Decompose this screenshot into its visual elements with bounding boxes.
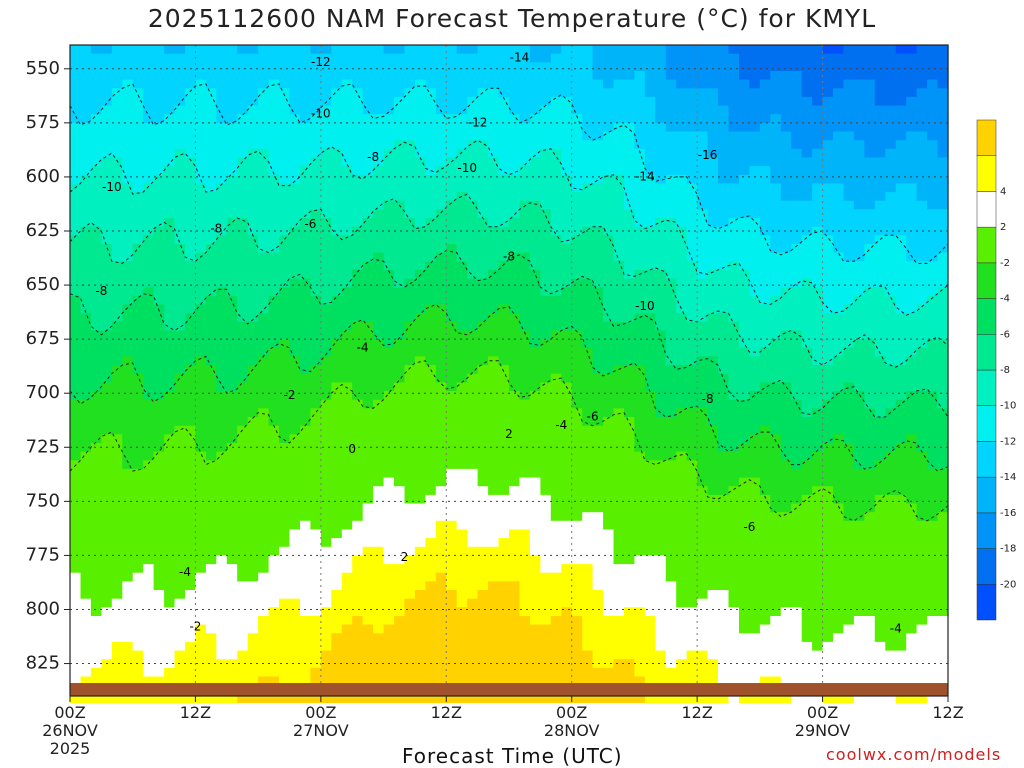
plot-border — [69, 44, 949, 697]
contour-label: -16 — [698, 148, 718, 162]
y-tick-label: 775 — [26, 544, 60, 565]
contour-label: -4 — [555, 418, 567, 432]
y-tick-label: 600 — [26, 166, 60, 187]
x-tick-label: 00Z — [54, 703, 85, 722]
y-tick-label: 650 — [26, 274, 60, 295]
ground-layer — [70, 683, 948, 696]
x-tick-label: 12Z — [932, 703, 963, 722]
contour-label: -14 — [510, 50, 530, 64]
contour-line — [69, 83, 949, 264]
colorbar-swatch — [976, 155, 997, 192]
temperature-fill-layer — [70, 45, 949, 704]
colorbar-label: -18 — [1000, 544, 1016, 555]
colorbar-label: -16 — [1000, 508, 1016, 519]
y-tick-label: 675 — [26, 328, 60, 349]
colorbar-label: -2 — [1000, 258, 1010, 269]
x-tick-date: 29NOV — [795, 721, 851, 740]
colorbar-label: -14 — [1000, 472, 1016, 483]
colorbar-label: 4 — [1000, 186, 1006, 197]
colorbar-label: -12 — [1000, 436, 1016, 447]
x-tick-label: 00Z — [807, 703, 838, 722]
contour-line — [69, 360, 949, 522]
contour-line — [69, 193, 949, 368]
colorbar-swatch — [976, 369, 997, 406]
contour-label: -6 — [304, 217, 316, 231]
colorbar-label: -10 — [1000, 401, 1016, 412]
contour-label: -14 — [635, 169, 655, 183]
y-tick-label: 725 — [26, 436, 60, 457]
colorbar-swatch — [976, 584, 997, 621]
colorbar-label: 2 — [1000, 222, 1006, 233]
chart-title: 2025112600 NAM Forecast Temperature (°C)… — [147, 4, 877, 33]
colorbar-swatch — [976, 441, 997, 478]
contour-label: -8 — [503, 249, 515, 263]
y-tick-label: 575 — [26, 112, 60, 133]
x-tick-date: 26NOV — [42, 721, 98, 740]
contour-line — [69, 303, 949, 472]
colorbar-swatch — [976, 119, 997, 156]
contour-label: -10 — [311, 107, 331, 121]
y-tick-label: 750 — [26, 490, 60, 511]
y-axis: 550 575 600 625 650 675 700 725 750 775 800 825 — [26, 58, 70, 674]
contour-label: 2 — [505, 427, 513, 441]
colorbar-swatch — [976, 191, 997, 228]
colorbar-swatch — [976, 334, 997, 371]
colorbar-swatch — [976, 548, 997, 585]
ground-layer-fill — [70, 683, 948, 696]
y-tick-label: 700 — [26, 382, 60, 403]
x-tick-label: 12Z — [431, 703, 462, 722]
x-tick-date: 28NOV — [544, 721, 600, 740]
plot-frame — [69, 44, 949, 697]
y-tick-label: 550 — [26, 58, 60, 79]
x-axis-label: Forecast Time (UTC) — [402, 744, 623, 768]
y-tick-label: 625 — [26, 220, 60, 241]
contour-label: -6 — [587, 410, 599, 424]
contour-label: -12 — [311, 55, 331, 69]
contour-label: -10 — [635, 299, 655, 313]
colorbar-swatch — [976, 476, 997, 514]
colorbar-label: -8 — [1000, 365, 1010, 376]
contour-label: -4 — [179, 565, 191, 579]
contour-label: -8 — [210, 221, 222, 235]
colorbar-swatch — [976, 512, 997, 549]
x-tick-label: 00Z — [556, 703, 587, 722]
x-tick-label: 12Z — [681, 703, 712, 722]
contour-label: -12 — [468, 115, 488, 129]
x-tick-date: 27NOV — [293, 721, 349, 740]
contour-label: -2 — [189, 619, 201, 633]
y-tick-label: 825 — [26, 653, 60, 674]
contour-label: -2 — [284, 388, 296, 402]
contour-line-layer — [69, 83, 949, 522]
y-tick-label: 800 — [26, 598, 60, 619]
credit-text: coolwx.com/models — [826, 745, 1002, 764]
x-tick-label: 12Z — [180, 703, 211, 722]
colorbar-swatch — [976, 405, 997, 442]
contour-label: -8 — [95, 284, 107, 298]
colorbar-label: -20 — [1000, 579, 1016, 590]
contour-label: -4 — [890, 621, 902, 635]
contour-label: -8 — [702, 392, 714, 406]
contour-line — [69, 249, 949, 418]
contour-line — [69, 139, 949, 316]
colorbar-swatch — [976, 298, 997, 335]
contour-label: -10 — [457, 161, 477, 175]
contour-label: -6 — [743, 520, 755, 534]
contour-label: -8 — [367, 150, 379, 164]
contour-label: -10 — [102, 180, 122, 194]
colorbar-swatch — [976, 226, 997, 264]
colorbar-label: -4 — [1000, 294, 1010, 305]
contour-label-layer: -12 -14 -10 -10 -12 -8 -10 -16 -14 -8 -6 -8 -8 -10 -4 -… — [95, 50, 901, 635]
contour-label: 2 — [401, 550, 409, 564]
x-tick-label: 00Z — [305, 703, 336, 722]
colorbar-swatch — [976, 262, 997, 299]
colorbar: -20 -18 -16 -14 -12 -10 -8 -6 -4 -2 2 4 — [976, 119, 1016, 621]
contour-label: -4 — [357, 340, 369, 354]
colorbar-label: -6 — [1000, 329, 1010, 340]
contour-label: 0 — [348, 442, 356, 456]
x-tick-year: 2025 — [50, 739, 91, 758]
